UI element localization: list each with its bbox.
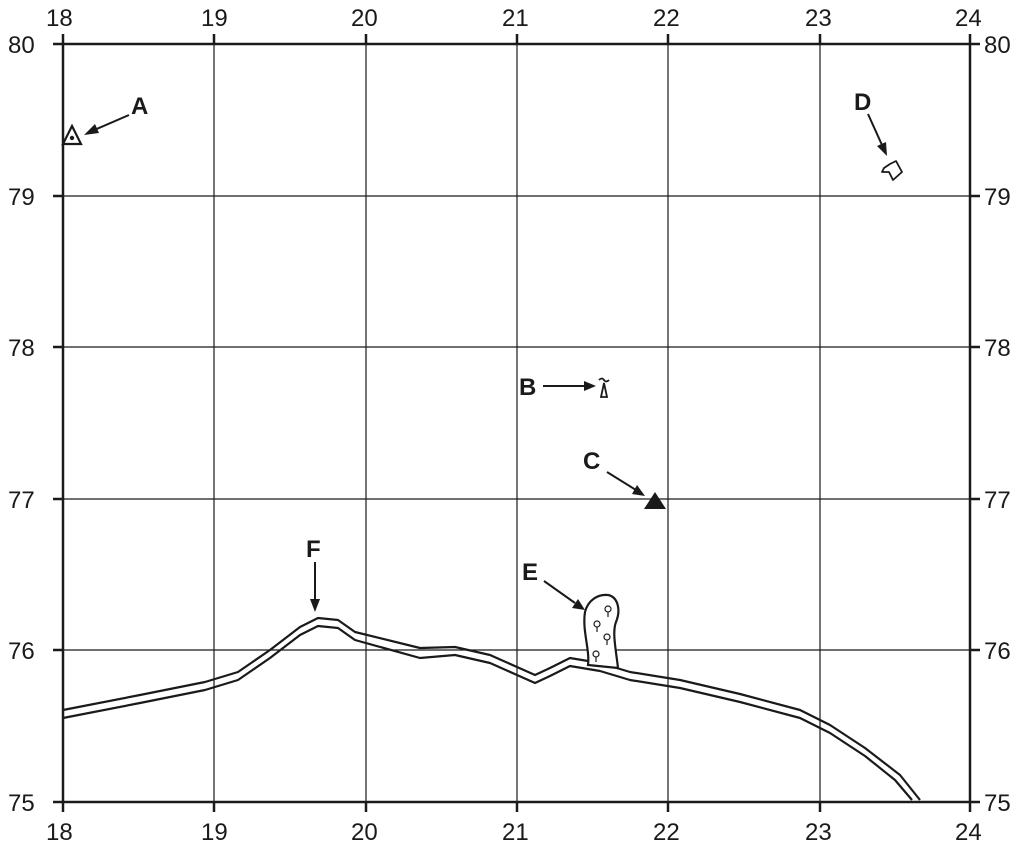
coniferous-woodland-icon (592, 605, 612, 662)
church-icon (881, 160, 903, 181)
triangulation-point-icon (61, 123, 83, 146)
arrow-d (867, 113, 887, 156)
arrow-c (606, 471, 645, 496)
y-tick-labels-left: 80 79 78 77 76 75 (8, 32, 35, 817)
x-tick-top-18: 18 (46, 5, 73, 32)
x-tick-bottom-18: 18 (46, 819, 73, 846)
y-tick-left-77: 77 (8, 487, 35, 514)
coastline (62, 616, 921, 801)
radio-mast-icon (598, 377, 610, 398)
y-tick-right-77: 77 (984, 487, 1011, 514)
y-tick-right-75: 75 (984, 790, 1011, 817)
x-tick-top-24: 24 (955, 5, 982, 32)
leader-arrows (84, 113, 887, 612)
y-tick-left-78: 78 (8, 335, 35, 362)
x-tick-bottom-24: 24 (955, 819, 982, 846)
woodland-area (583, 593, 620, 670)
feature-label-e: E (522, 559, 538, 586)
feature-label-b: B (519, 374, 536, 401)
spot-summit-triangle-icon (644, 492, 666, 509)
x-tick-top-20: 20 (351, 5, 378, 32)
x-tick-top-22: 22 (653, 5, 680, 32)
x-tick-top-23: 23 (805, 5, 832, 32)
grid-lines (63, 44, 970, 802)
x-tick-top-21: 21 (502, 5, 529, 32)
coastline-upper-line (62, 616, 921, 801)
x-tick-top-19: 19 (201, 5, 228, 32)
y-tick-left-79: 79 (8, 184, 35, 211)
arrow-b (543, 381, 596, 391)
y-tick-left-75: 75 (8, 790, 35, 817)
y-tick-right-76: 76 (984, 638, 1011, 665)
x-tick-bottom-21: 21 (502, 819, 529, 846)
arrow-e (543, 580, 585, 610)
feature-label-c: C (583, 448, 600, 475)
arrow-a (84, 114, 130, 135)
x-tick-bottom-22: 22 (653, 819, 680, 846)
y-tick-right-80: 80 (984, 32, 1011, 59)
x-tick-labels-top: 18 19 20 21 22 23 24 (46, 5, 982, 32)
feature-label-a: A (131, 93, 148, 120)
x-tick-labels-bottom: 18 19 20 21 22 23 24 (46, 819, 982, 846)
arrow-f (310, 562, 320, 612)
x-tick-bottom-23: 23 (805, 819, 832, 846)
woodland-outline (583, 593, 620, 670)
coastline-lower-line (62, 624, 913, 801)
y-tick-left-80: 80 (8, 32, 35, 59)
feature-label-f: F (306, 536, 321, 563)
x-tick-bottom-19: 19 (201, 819, 228, 846)
feature-label-d: D (854, 89, 871, 116)
y-tick-right-78: 78 (984, 335, 1011, 362)
y-tick-left-76: 76 (8, 638, 35, 665)
y-tick-labels-right: 80 79 78 77 76 75 (984, 32, 1011, 817)
frame-ticks (53, 34, 980, 812)
y-tick-right-79: 79 (984, 184, 1011, 211)
x-tick-bottom-20: 20 (351, 819, 378, 846)
